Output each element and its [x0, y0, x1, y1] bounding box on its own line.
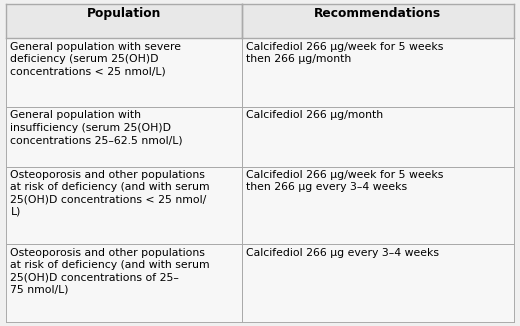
Text: Osteoporosis and other populations
at risk of deficiency (and with serum
25(OH)D: Osteoporosis and other populations at ri… — [10, 170, 210, 217]
Bar — [6, 4, 242, 38]
Text: Recommendations: Recommendations — [314, 7, 441, 20]
Text: General population with severe
deficiency (serum 25(OH)D
concentrations < 25 nmo: General population with severe deficienc… — [10, 41, 181, 76]
Bar — [6, 107, 242, 167]
Text: General population with
insufficiency (serum 25(OH)D
concentrations 25–62.5 nmol: General population with insufficiency (s… — [10, 110, 183, 145]
Text: Calcifediol 266 μg/week for 5 weeks
then 266 μg every 3–4 weeks: Calcifediol 266 μg/week for 5 weeks then… — [246, 170, 443, 192]
Bar — [242, 107, 514, 167]
Text: Population: Population — [87, 7, 161, 20]
Bar — [6, 167, 242, 244]
Bar — [6, 38, 242, 107]
Bar — [242, 4, 514, 38]
Text: Calcifediol 266 μg every 3–4 weeks: Calcifediol 266 μg every 3–4 weeks — [246, 247, 439, 258]
Bar — [242, 38, 514, 107]
Bar — [6, 244, 242, 322]
Text: Calcifediol 266 μg/week for 5 weeks
then 266 μg/month: Calcifediol 266 μg/week for 5 weeks then… — [246, 41, 443, 64]
Text: Osteoporosis and other populations
at risk of deficiency (and with serum
25(OH)D: Osteoporosis and other populations at ri… — [10, 247, 210, 295]
Bar — [242, 244, 514, 322]
Text: Calcifediol 266 μg/month: Calcifediol 266 μg/month — [246, 110, 383, 120]
Bar — [242, 167, 514, 244]
